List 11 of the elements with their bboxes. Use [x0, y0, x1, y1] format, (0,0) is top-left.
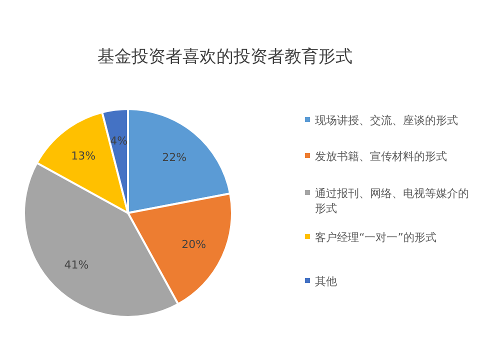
legend-label: 客户经理“一对一”的形式 [315, 231, 436, 244]
chart-title: 基金投资者喜欢的投资者教育形式 [98, 47, 352, 67]
data-label: 22% [162, 150, 187, 164]
legend-label: 发放书籍、宣传材料的形式 [315, 150, 447, 163]
legend-label: 通过报刊、网络、电视等媒介的形式 [315, 187, 469, 215]
data-label: 13% [71, 149, 96, 162]
data-label: 4% [110, 134, 128, 148]
legend-label: 其他 [315, 275, 337, 288]
legend-label: 现场讲授、交流、座谈的形式 [315, 114, 458, 127]
data-label: 41% [64, 258, 89, 272]
data-label: 20% [182, 238, 206, 251]
